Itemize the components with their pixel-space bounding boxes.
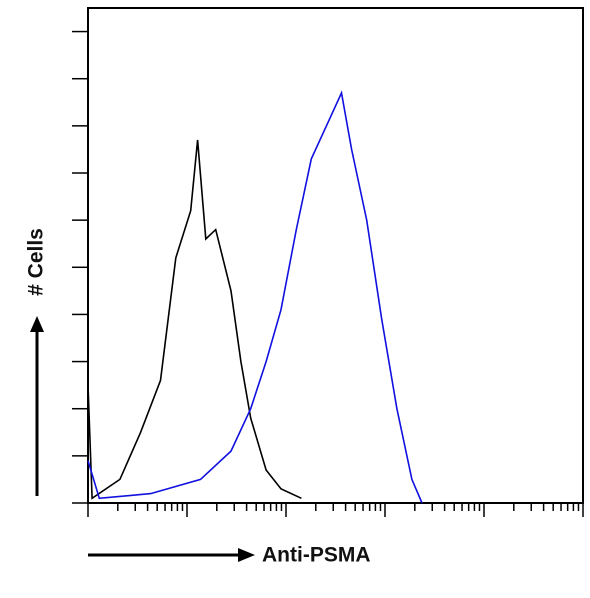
y-arrow-head	[30, 316, 44, 332]
histogram-line	[87, 139, 302, 500]
y-axis-label: # Cells	[25, 228, 48, 296]
histogram-line	[87, 90, 423, 504]
x-axis-label: Anti-PSMA	[262, 544, 371, 567]
x-arrow-head	[238, 548, 255, 562]
plot-frame	[87, 7, 584, 504]
